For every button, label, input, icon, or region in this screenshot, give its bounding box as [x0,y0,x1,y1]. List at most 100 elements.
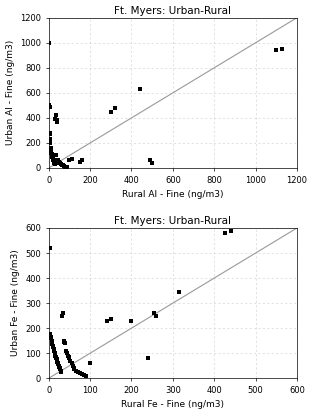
Point [152,310,157,317]
Point [48,144,53,151]
Point [53,161,58,168]
Y-axis label: Urban Al - Fine (ng/m3): Urban Al - Fine (ng/m3) [6,40,15,146]
Point [52,159,57,166]
Point [50,341,55,348]
Point [51,158,56,164]
Point [280,46,285,52]
Point [77,370,82,376]
Point [55,117,60,124]
Point [68,357,73,364]
Point [54,118,59,125]
Point [49,340,54,347]
Y-axis label: Urban Fe - Fine (ng/m3): Urban Fe - Fine (ng/m3) [11,250,20,356]
Point [47,102,52,109]
Point [75,369,80,375]
Point [58,367,63,374]
Point [77,159,82,165]
Point [69,156,74,163]
Point [52,347,57,354]
Point [146,355,151,361]
Point [48,139,53,146]
Point [61,337,66,344]
Point [137,86,142,93]
Point [49,150,54,156]
Point [50,154,55,160]
Point [48,332,53,339]
Point [64,164,69,170]
Point [63,164,68,170]
Point [59,162,64,169]
Point [60,310,65,317]
Point [52,160,57,166]
Point [59,312,64,319]
Point [48,131,53,137]
Point [57,160,62,166]
Point [50,342,55,349]
Point [81,372,86,378]
Point [49,152,54,159]
Point [59,161,64,168]
Point [222,229,227,236]
Point [112,105,117,111]
Point [52,160,57,166]
Point [84,372,89,379]
Point [57,365,62,371]
Point [47,129,52,136]
Point [72,366,77,373]
Point [228,227,233,234]
Point [65,164,70,171]
Point [104,317,109,324]
X-axis label: Rural Fe - Fine (ng/m3): Rural Fe - Fine (ng/m3) [121,400,224,410]
Point [53,351,58,358]
Point [150,160,155,166]
Point [56,159,61,165]
Point [73,367,78,374]
Point [67,157,72,164]
Point [154,312,159,319]
Title: Ft. Myers: Urban-Rural: Ft. Myers: Urban-Rural [114,216,231,226]
Point [108,108,113,115]
Point [63,340,68,347]
Point [53,352,58,359]
Point [55,359,60,365]
Point [55,157,60,164]
Point [48,146,53,152]
Point [49,146,54,153]
Point [79,371,84,378]
Point [50,155,55,162]
Point [56,361,61,368]
Point [69,360,74,366]
Point [54,356,59,363]
Point [79,157,84,164]
Point [64,350,69,356]
Point [52,350,57,356]
Point [54,357,59,364]
Point [66,354,71,360]
Point [53,112,58,119]
Point [61,162,66,169]
Point [108,316,113,323]
Point [177,288,182,295]
Point [49,149,54,155]
Point [70,362,75,369]
Point [50,155,55,161]
Point [51,344,56,350]
Point [51,156,56,163]
Point [64,347,69,354]
Point [48,331,53,338]
Point [129,317,134,324]
Point [60,161,65,168]
Point [49,335,54,342]
Point [49,151,54,158]
Point [274,47,279,54]
Point [51,159,56,165]
Point [53,116,58,122]
Point [47,245,52,251]
Title: Ft. Myers: Urban-Rural: Ft. Myers: Urban-Rural [114,5,231,15]
Point [54,152,59,159]
Point [58,160,63,166]
Point [58,366,63,373]
Point [54,355,59,361]
Point [148,157,153,164]
Point [51,346,56,353]
